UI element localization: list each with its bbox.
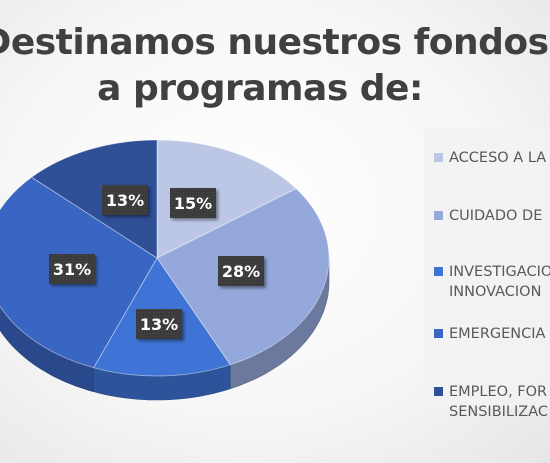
legend-label-3: INVESTIGACIO INNOVACION [449, 262, 550, 302]
legend-item-4: EMERGENCIA [434, 324, 545, 344]
pie-slice-5 [30, 139, 158, 259]
legend-item-1: ACCESO A LA [434, 148, 546, 168]
data-label-5: 13% [102, 185, 148, 215]
legend-label-2: CUIDADO DE [449, 206, 542, 226]
chart-title-line-1: Destinamos nuestros fondos [0, 22, 549, 63]
legend-swatch-4 [434, 329, 443, 338]
legend-label-line: INVESTIGACIO [449, 264, 550, 280]
data-label-text-1: 15% [174, 194, 212, 213]
chart-title: Destinamos nuestros fondos a programas d… [0, 20, 550, 112]
legend-swatch-5 [434, 387, 443, 396]
data-label-4: 31% [49, 254, 95, 284]
legend-item-2: CUIDADO DE [434, 206, 542, 226]
legend-label-5: EMPLEO, FOR SENSIBILIZAC [449, 382, 548, 422]
legend-label-line: ACCESO A LA [449, 150, 547, 166]
data-label-box-4 [49, 254, 95, 284]
data-label-1: 15% [170, 188, 216, 218]
pie-slice-1 [156, 139, 297, 259]
legend-item-3: INVESTIGACIO INNOVACION [434, 262, 550, 302]
legend-label-4: EMERGENCIA [449, 324, 545, 344]
legend-item-5: EMPLEO, FOR SENSIBILIZAC [434, 382, 548, 422]
legend-swatch-3 [434, 267, 443, 276]
legend-label-1: ACCESO A LA [449, 148, 546, 168]
data-label-box-3 [136, 309, 182, 339]
data-label-text-3: 13% [140, 315, 178, 334]
legend-label-line: EMPLEO, FOR [449, 384, 548, 400]
legend-swatch-1 [434, 153, 443, 162]
data-label-text-5: 13% [106, 191, 144, 210]
legend-label-line: EMERGENCIA [449, 326, 546, 342]
data-label-text-4: 31% [53, 260, 91, 279]
chart-title-line-2: a programas de: [97, 68, 423, 109]
data-label-2: 28% [218, 256, 264, 286]
data-label-3: 13% [136, 309, 182, 339]
legend-label-line: SENSIBILIZAC [449, 404, 548, 420]
data-label-text-2: 28% [222, 262, 260, 281]
data-label-box-1 [170, 188, 216, 218]
legend-label-line: CUIDADO DE [449, 208, 543, 224]
legend-label-line: INNOVACION [449, 284, 542, 300]
data-label-box-2 [218, 256, 264, 286]
data-label-box-5 [102, 185, 148, 215]
chart-legend: ACCESO A LA CUIDADO DE INVESTIGACIO INNOVAC… [424, 128, 550, 420]
legend-swatch-2 [434, 211, 443, 220]
